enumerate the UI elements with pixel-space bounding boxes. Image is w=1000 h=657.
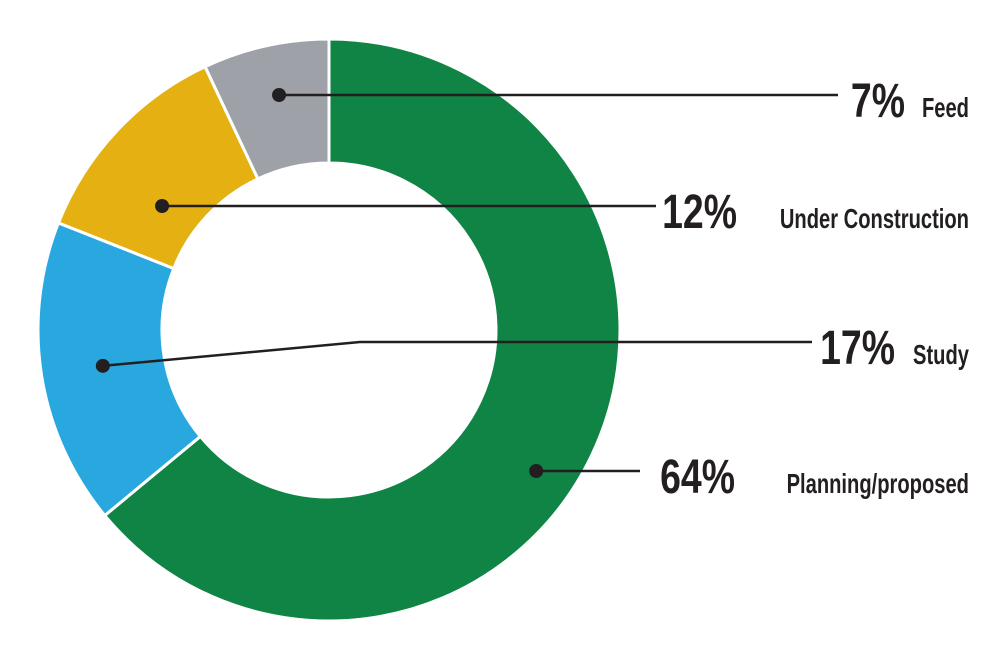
slice-planning-proposed bbox=[102, 37, 622, 623]
label-text-feed: Feed bbox=[922, 93, 969, 124]
label-text-planning-proposed: Planning/proposed bbox=[787, 469, 969, 500]
callout-dot-planning-proposed bbox=[529, 464, 544, 478]
pct-study: 17% bbox=[820, 322, 895, 376]
label-study: 17% Study bbox=[820, 322, 969, 376]
label-under-construction: 12% Under Construction bbox=[662, 186, 969, 240]
label-planning-proposed: 64% Planning/proposed bbox=[660, 451, 969, 505]
slice-study bbox=[36, 220, 203, 518]
donut-slices bbox=[36, 37, 622, 623]
label-text-under-construction: Under Construction bbox=[780, 204, 969, 235]
callout-dot-study bbox=[95, 358, 110, 373]
label-text-study: Study bbox=[913, 340, 969, 371]
pct-under-construction: 12% bbox=[662, 186, 737, 240]
callout-line-study bbox=[102, 340, 812, 368]
callout-lines bbox=[95, 88, 838, 478]
label-feed: 7% Feed bbox=[851, 75, 969, 129]
callout-dot-feed bbox=[272, 88, 287, 102]
pct-planning-proposed: 64% bbox=[660, 451, 735, 505]
callout-dot-under-construction bbox=[155, 199, 170, 213]
slice-feed bbox=[203, 37, 331, 181]
pct-feed: 7% bbox=[851, 75, 905, 129]
